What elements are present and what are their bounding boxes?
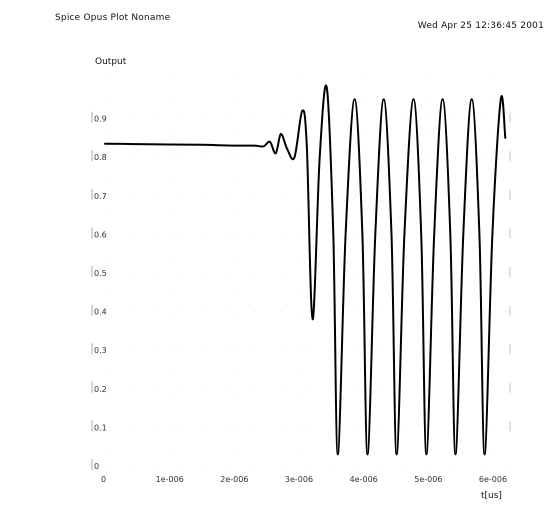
x-tick-label: 4e-006 — [350, 475, 378, 484]
x-tick-label: 6e-006 — [479, 475, 507, 484]
x-tick-label: 1e-006 — [156, 475, 184, 484]
plot-timestamp: Wed Apr 25 12:36:45 2001 — [417, 21, 544, 31]
y-tick-label: 0 — [94, 462, 99, 471]
y-tick-label: 0.5 — [94, 269, 107, 278]
y-tick-label: 0.6 — [94, 230, 107, 239]
x-tick-label: 5e-006 — [414, 475, 442, 484]
x-tick-label: 3e-006 — [285, 475, 313, 484]
y-tick-label: 0.2 — [94, 385, 107, 394]
y-tick-label: 0.1 — [94, 423, 107, 432]
y-tick-label: 0.7 — [94, 192, 107, 201]
grid — [104, 74, 511, 467]
y-tick-label: 0.8 — [94, 153, 107, 162]
y-tick-label: 0.4 — [94, 308, 107, 317]
plot-window-title: Spice Opus Plot Noname — [55, 13, 171, 23]
series-output-line — [104, 84, 507, 456]
y-axis-label: Output — [95, 57, 127, 67]
x-tick-label: 0 — [101, 475, 106, 484]
x-tick-label: 2e-006 — [220, 475, 248, 484]
y-tick-label: 0.3 — [94, 346, 107, 355]
y-axis-ticks: 0 0.1 0.2 0.3 0.4 0.5 0.6 0.7 0.8 0.9 — [91, 111, 107, 471]
x-axis-ticks: 0 1e-006 2e-006 3e-006 4e-006 5e-006 6e-006 — [101, 475, 507, 484]
x-axis-label: t[us] — [481, 491, 502, 501]
y-tick-label: 0.9 — [94, 115, 107, 124]
